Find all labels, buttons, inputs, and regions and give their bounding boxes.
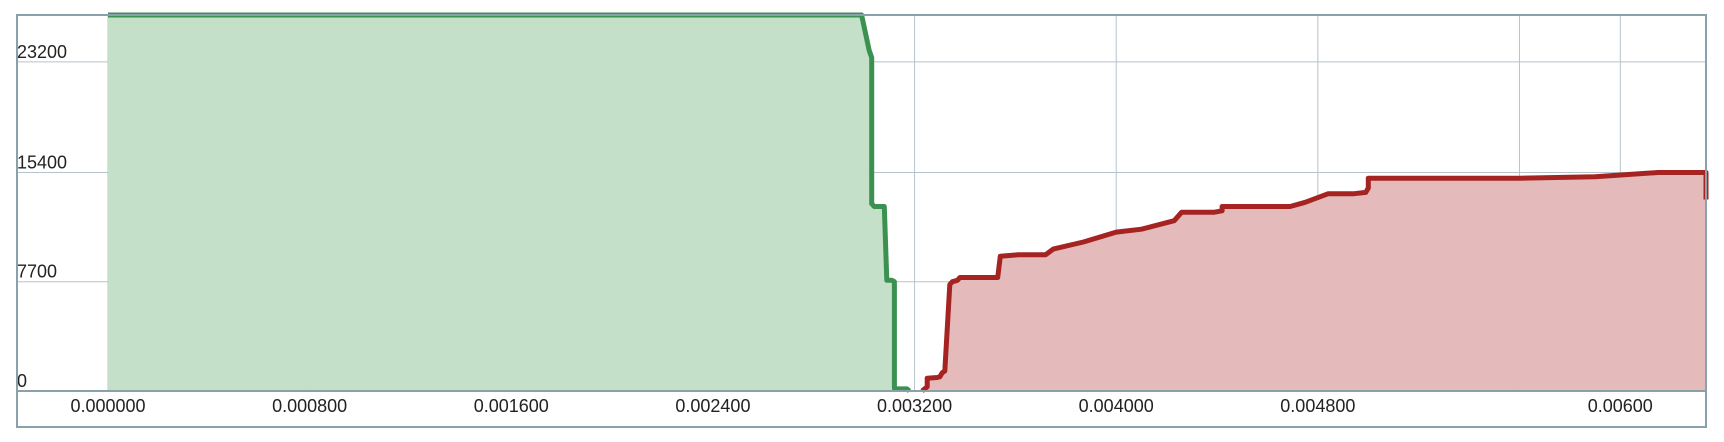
series-lines	[108, 12, 1709, 393]
series-areas	[108, 15, 1706, 391]
x-axis-tick-labels: 0.000000 0.000800 0.001600 0.002400 0.003200…	[70, 396, 1652, 416]
bids-area	[108, 15, 910, 391]
y-tick-label: 7700	[17, 262, 57, 282]
x-tick-label: 0.00600	[1588, 396, 1653, 416]
y-axis-tick-labels: 0 7700 15400 23200	[17, 42, 67, 391]
x-tick-label: 0.000800	[272, 396, 347, 416]
x-tick-label: 0.001600	[474, 396, 549, 416]
x-tick-label: 0.004800	[1280, 396, 1355, 416]
bids-line	[108, 12, 912, 393]
y-tick-label: 23200	[17, 42, 67, 62]
asks-area	[922, 172, 1706, 391]
y-tick-label: 15400	[17, 152, 67, 172]
chart-frame	[16, 14, 1707, 428]
x-tick-label: 0.000000	[70, 396, 145, 416]
x-tick-label: 0.003200	[877, 396, 952, 416]
asks-line	[920, 170, 1709, 393]
y-tick-label: 0	[17, 371, 27, 391]
x-tick-label: 0.002400	[675, 396, 750, 416]
x-tick-label: 0.004000	[1079, 396, 1154, 416]
